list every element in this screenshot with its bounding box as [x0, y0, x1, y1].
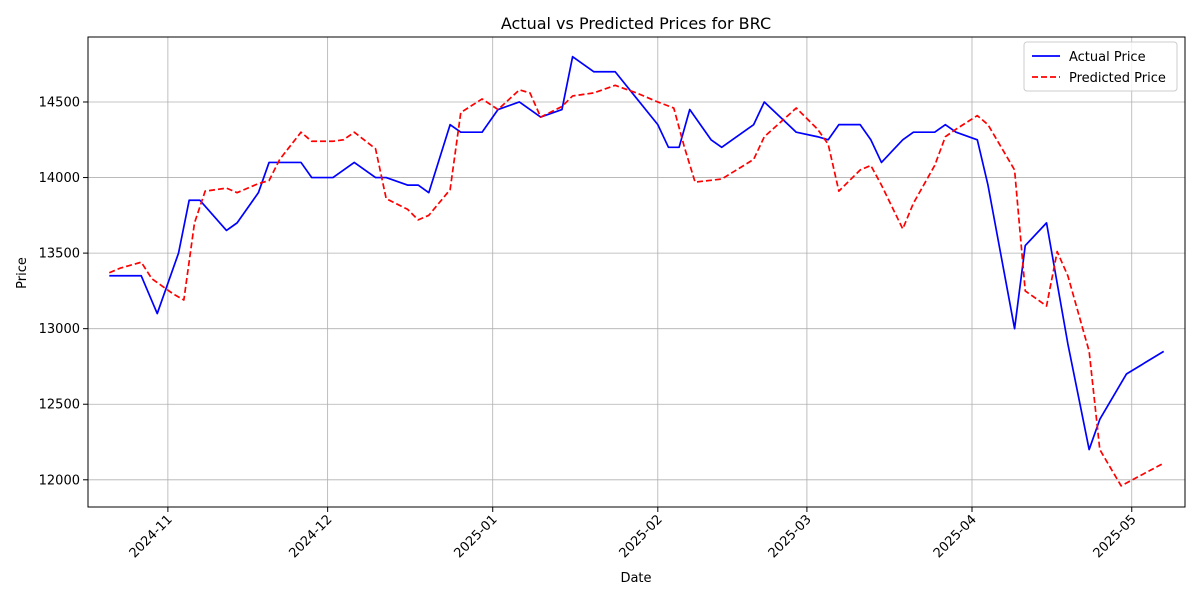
y-tick-label: 12000: [39, 473, 80, 488]
plot-frame: [87, 36, 1186, 508]
series-line-actual-price: [109, 55, 1165, 451]
legend: Actual Price Predicted Price: [1023, 41, 1178, 92]
y-tick-label: 13500: [39, 247, 80, 262]
y-tick-label: 14000: [39, 171, 80, 186]
legend-box: [1023, 41, 1178, 92]
y-tick-label: 14500: [39, 95, 80, 110]
y-axis-label: Price: [15, 257, 30, 289]
legend-label: Predicted Price: [1069, 71, 1166, 86]
x-axis-label: Date: [620, 571, 651, 586]
y-tick-label: 12500: [39, 398, 80, 413]
legend-label: Actual Price: [1069, 50, 1146, 65]
grid: [88, 37, 1185, 507]
y-axis: 12000 12500 13000 13500 14000 14500: [39, 95, 88, 488]
y-tick-label: 13000: [39, 322, 80, 337]
chart-title: Actual vs Predicted Prices for BRC: [501, 14, 771, 33]
series-line-predicted-price: [108, 84, 1165, 487]
series-layer: [108, 55, 1165, 487]
